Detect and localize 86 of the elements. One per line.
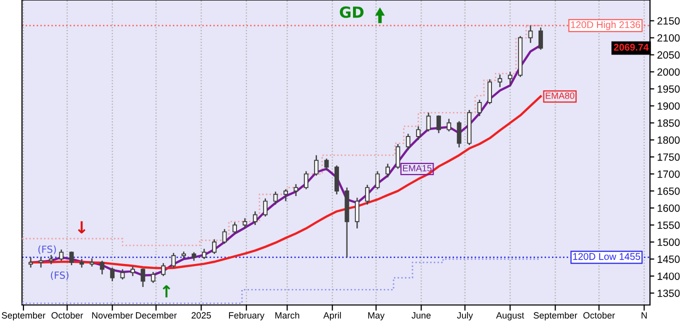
candlestick: [283, 188, 288, 202]
candlestick: [212, 238, 217, 255]
candlestick: [69, 250, 74, 266]
x-tick-label: July: [457, 312, 473, 320]
y-tick-label: 2000: [657, 68, 680, 76]
candlestick: [294, 184, 298, 197]
x-tick-label: November: [92, 312, 134, 319]
candlestick: [48, 254, 54, 265]
candlestick: [304, 170, 308, 190]
x-tick-label: September: [534, 312, 578, 320]
annotation: 2069.74: [614, 44, 649, 51]
candlestick: [130, 266, 135, 277]
y-tick-label: 1600: [658, 204, 680, 212]
y-tick-label: 1700: [658, 170, 680, 178]
candlestick: [365, 184, 370, 206]
candlestick: [446, 118, 452, 132]
series-label: EMA15: [403, 165, 432, 172]
candlestick: [150, 271, 156, 284]
x-tick-label: N: [642, 312, 647, 318]
y-tick-label: 1500: [658, 238, 680, 246]
candlestick: [59, 248, 64, 262]
candlestick: [436, 114, 441, 134]
y-tick-label: 1850: [658, 119, 680, 127]
candlestick: [396, 143, 400, 170]
x-tick-label: April: [323, 312, 341, 320]
candlestick: [38, 256, 44, 268]
candlestick: [385, 163, 390, 178]
annotation: (FS): [38, 245, 56, 254]
candlestick: [140, 268, 146, 288]
series-label: EMA80: [546, 92, 574, 99]
candlestick: [161, 262, 166, 277]
x-tick-label: October: [583, 312, 615, 319]
candlestick: [252, 210, 258, 226]
x-tick-label: May: [368, 312, 385, 320]
y-tick-label: 2050: [657, 51, 680, 59]
candlestick: [334, 164, 339, 195]
candlestick: [171, 252, 176, 268]
x-tick-label: February: [229, 312, 264, 320]
candlestick: [406, 133, 410, 151]
candlestick: [456, 120, 462, 148]
annotation: ↑: [162, 285, 170, 298]
candlestick: [354, 197, 360, 230]
y-tick-label: 1350: [658, 290, 680, 297]
candlestick: [28, 256, 33, 268]
y-tick-label: 1800: [658, 136, 680, 144]
candlestick: [222, 228, 227, 244]
y-tick-label: 1750: [658, 153, 680, 161]
candlestick: [202, 248, 206, 260]
candlestick: [498, 74, 502, 88]
candlestick: [375, 170, 380, 190]
candlestick: [508, 71, 512, 86]
x-tick-label: March: [275, 312, 300, 319]
candlestick: [273, 191, 278, 206]
y-tick-label: 2150: [657, 17, 680, 25]
y-tick-label: 1650: [658, 187, 680, 195]
x-tick-label: December: [136, 312, 177, 319]
candlestick: [528, 24, 533, 44]
annotation: (FS): [50, 271, 68, 280]
candlestick: [100, 260, 104, 275]
y-tick-label: 1950: [658, 85, 680, 93]
ref-line-label: 120D Low 1455: [573, 253, 640, 260]
x-tick-label: September: [2, 312, 46, 320]
candlestick: [242, 218, 248, 230]
x-tick-label: October: [52, 312, 84, 319]
candlestick: [416, 126, 421, 141]
y-tick-label: 1450: [658, 256, 680, 263]
candlestick: [426, 112, 431, 132]
annotation: GD: [340, 6, 364, 18]
candlestick: [477, 99, 482, 117]
x-tick-label: August: [496, 312, 524, 320]
y-tick-label: 1550: [658, 222, 680, 229]
candlestick: [324, 158, 329, 172]
candlestick: [314, 154, 319, 176]
candlestick: [120, 268, 125, 280]
ref-line-label: 120D High 2136: [571, 21, 640, 30]
candlestick: [232, 222, 237, 234]
annotation: ↓: [78, 221, 86, 234]
candlestick: [110, 266, 115, 282]
candlestick: [263, 198, 268, 218]
candlestick: [487, 78, 492, 105]
y-tick-label: 2100: [657, 34, 680, 42]
candlestick: [538, 26, 543, 50]
y-tick-label: 1400: [658, 272, 680, 280]
x-tick-label: 2025: [192, 312, 211, 319]
x-tick-label: June: [412, 312, 431, 319]
y-tick-label: 1900: [658, 102, 680, 110]
